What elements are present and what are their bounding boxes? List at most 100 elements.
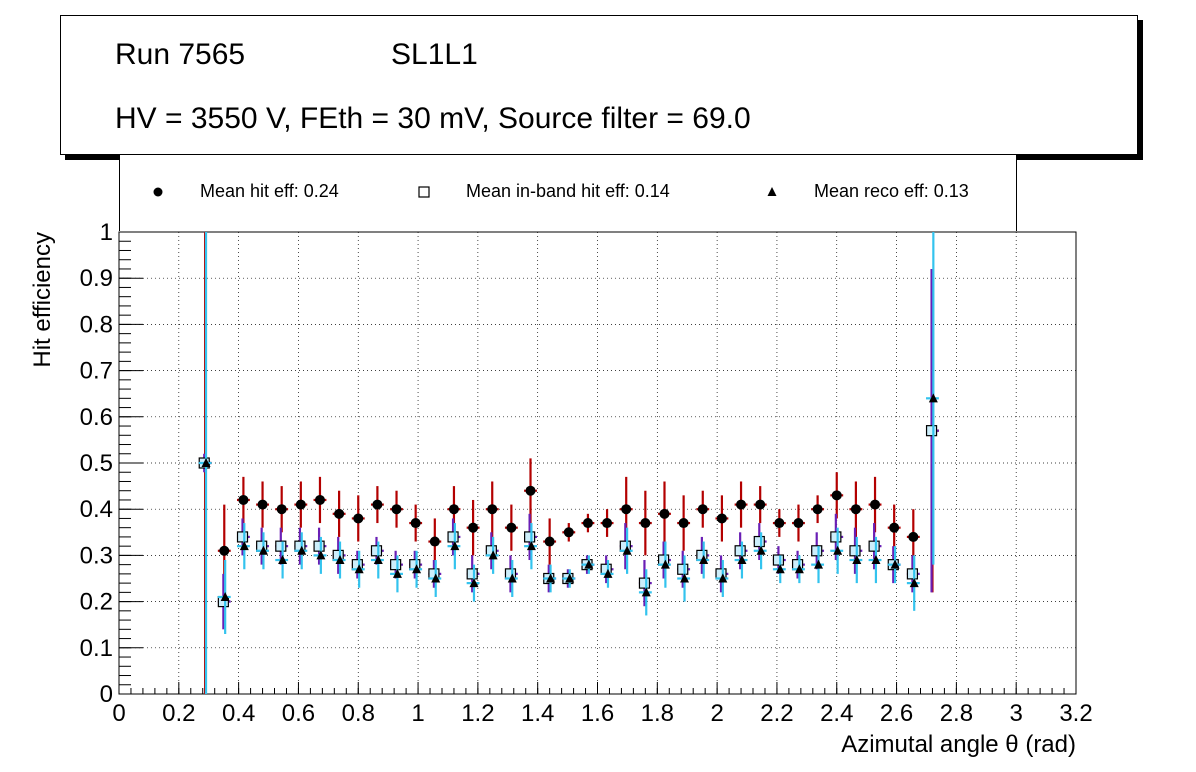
data-point-square	[753, 535, 765, 548]
x-tick-label: 2.8	[940, 700, 973, 727]
data-point-circle	[525, 485, 536, 496]
x-tick-label: 0.4	[222, 700, 255, 727]
data-point-circle	[870, 499, 881, 510]
y-axis-title: Hit efficiency	[29, 232, 56, 368]
layer-label: SL1L1	[391, 38, 478, 71]
data-point-circle	[295, 499, 306, 510]
data-point-square	[925, 425, 938, 437]
series-triangle	[198, 232, 939, 694]
data-point-triangle	[201, 458, 211, 467]
data-point-circle	[831, 490, 842, 501]
data-point-circle	[506, 522, 517, 533]
data-point-square	[313, 540, 325, 552]
data-point-triangle	[852, 555, 862, 565]
x-tick-label: 3.2	[1059, 700, 1092, 727]
data-point-square	[677, 563, 689, 575]
y-tick-label: 0.8	[80, 311, 113, 338]
data-point-circle	[640, 518, 651, 529]
data-point-triangle	[469, 578, 479, 588]
y-tick-label: 0.7	[80, 358, 113, 385]
data-point-triangle	[507, 573, 517, 583]
data-point-triangle	[890, 559, 900, 569]
grid	[119, 232, 1076, 694]
y-tick-label: 0.9	[80, 265, 113, 292]
data-point-circle	[544, 536, 555, 547]
data-point-circle	[429, 536, 440, 547]
y-tick-label: 1	[100, 219, 113, 246]
y-tick-label: 0.3	[80, 542, 113, 569]
legend-item-hit: Mean hit eff: 0.24	[150, 181, 339, 202]
data-point-triangle	[354, 564, 364, 574]
data-point-square	[830, 531, 842, 543]
data-point-circle	[563, 527, 574, 538]
x-tick-label: 1.4	[521, 700, 554, 727]
data-point-circle	[353, 513, 364, 524]
data-point-circle	[602, 518, 613, 529]
data-point-square	[370, 545, 383, 557]
legend-label-inband: Mean in-band hit eff: 0.14	[466, 181, 670, 201]
y-tick-label: 0.2	[80, 589, 113, 616]
x-tick-label: 1.8	[641, 700, 674, 727]
legend-label-hit: Mean hit eff: 0.24	[200, 181, 339, 201]
data-point-triangle	[373, 555, 383, 565]
data-point-circle	[755, 499, 766, 510]
data-point-circle	[850, 504, 861, 515]
data-point-triangle	[278, 555, 288, 565]
data-point-circle	[697, 504, 708, 515]
data-point-triangle	[431, 573, 441, 583]
data-point-square	[906, 568, 919, 580]
axis-ticks	[118, 231, 1077, 695]
x-tick-label: 3	[1010, 700, 1023, 727]
data-point-circle	[314, 494, 325, 505]
run-info-box: Run 7565 SL1L1 HV = 3550 V, FEth = 30 mV…	[60, 15, 1138, 155]
x-tick-label: 2	[710, 700, 723, 727]
data-point-square	[772, 554, 785, 566]
x-tick-label: 2.2	[760, 700, 793, 727]
x-tick-label: 0.6	[282, 700, 315, 727]
data-point-triangle	[603, 568, 613, 578]
data-point-circle	[257, 499, 268, 510]
data-point-triangle	[526, 541, 536, 551]
x-tick-label: 2.6	[880, 700, 913, 727]
data-point-circle	[716, 513, 727, 524]
data-point-circle	[410, 518, 421, 529]
y-tick-label: 0.1	[80, 635, 113, 662]
data-point-circle	[372, 499, 383, 510]
data-point-circle	[276, 504, 287, 515]
data-point-circle	[468, 522, 479, 533]
legend: Mean hit eff: 0.24 Mean in-band hit eff:…	[119, 155, 1017, 231]
data-point-circle	[448, 504, 459, 515]
data-point-circle	[736, 499, 747, 510]
data-point-circle	[334, 508, 345, 519]
data-point-triangle	[928, 393, 938, 403]
data-point-square	[734, 545, 746, 557]
x-tick-label: 0.2	[162, 700, 195, 727]
data-point-triangle	[756, 545, 766, 555]
data-point-triangle	[258, 545, 268, 555]
data-point-triangle	[546, 573, 556, 583]
y-tick-label: 0	[100, 681, 113, 708]
data-point-triangle	[392, 568, 402, 578]
legend-item-inband: Mean in-band hit eff: 0.14	[416, 181, 670, 202]
data-point-square	[811, 545, 823, 557]
data-point-triangle	[412, 564, 422, 574]
data-point-triangle	[794, 564, 804, 574]
x-tick-label: 1.2	[461, 700, 494, 727]
data-point-triangle	[699, 555, 709, 565]
data-point-triangle	[909, 578, 919, 588]
filled-circle-icon	[150, 182, 172, 202]
data-point-square	[275, 540, 287, 552]
y-tick-label: 0.4	[80, 496, 113, 523]
data-point-triangle	[488, 550, 498, 560]
data-point-square	[447, 531, 459, 543]
open-square-icon	[416, 182, 438, 202]
data-point-square	[849, 545, 861, 557]
data-point-circle	[391, 504, 402, 515]
data-point-triangle	[737, 555, 747, 565]
x-tick-labels: 0 0.2 0.4 0.6 0.8 1 1.2 1.4 1.6 1.8 2 2.2 2.4 2.6 2.8 3…	[112, 700, 1092, 727]
data-point-circle	[219, 545, 230, 556]
data-point-circle	[582, 518, 593, 529]
data-point-triangle	[584, 559, 594, 569]
data-point-triangle	[297, 545, 307, 555]
